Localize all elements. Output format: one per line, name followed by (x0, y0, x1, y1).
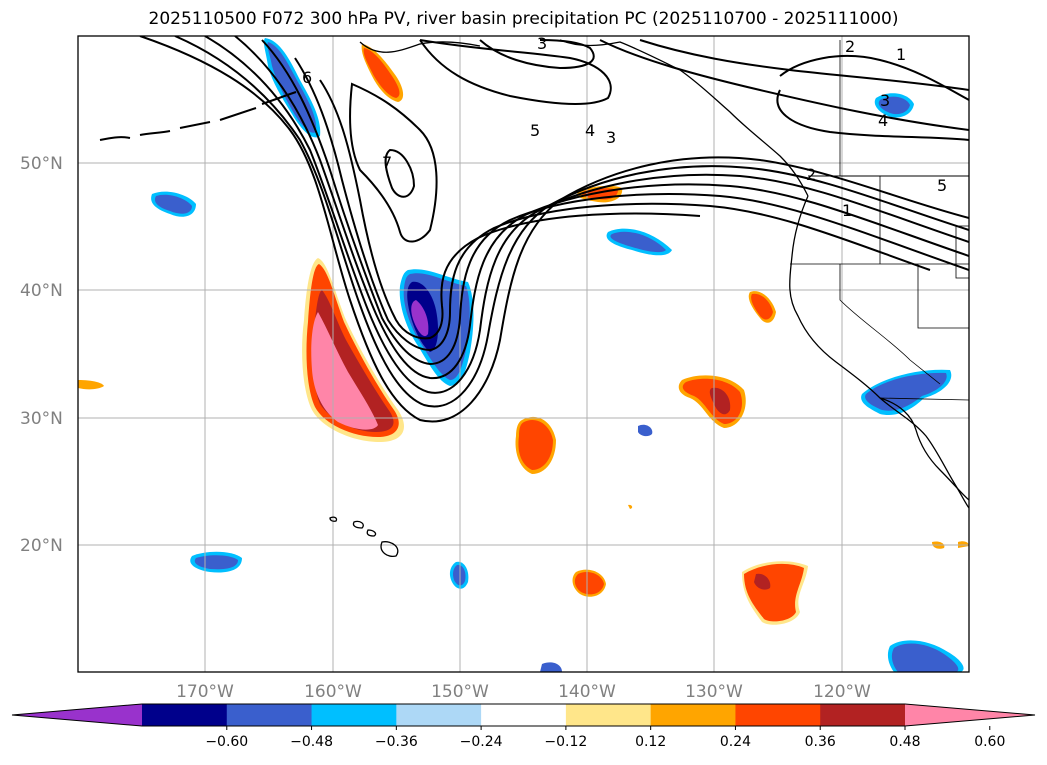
latitude-labels: 50°N 40°N 30°N 20°N (20, 154, 63, 556)
map-frame (77, 35, 970, 673)
contour-label: 3 (606, 128, 616, 147)
colorbar-tick-label: −0.60 (205, 734, 248, 750)
pv-contours (139, 36, 969, 423)
contour-label: 4 (585, 121, 595, 140)
colorbar-segment (820, 704, 906, 726)
colorbar-extend-high (905, 704, 1035, 726)
contour-label: 1 (896, 45, 906, 64)
contour-label: 5 (937, 176, 947, 195)
colorbar-segment (311, 704, 397, 726)
contour-label: 1 (842, 201, 852, 220)
colorbar-segment (396, 704, 482, 726)
lon-label-120w: 120°W (813, 682, 871, 702)
colorbar-segment (735, 704, 821, 726)
contour-label: 2 (806, 165, 816, 184)
colorbar-tick-label: 0.36 (805, 734, 836, 750)
contour-label: 6 (302, 68, 312, 87)
colorbar-tick-label: 0.24 (720, 734, 751, 750)
contour-label: 5 (530, 121, 540, 140)
colorbar-tick-label: 0.60 (974, 734, 1005, 750)
lat-label-30n: 30°N (20, 409, 63, 429)
colorbar-tick-label: −0.36 (375, 734, 418, 750)
pv-contour-labels: 6 7 5 4 3 3 2 1 3 4 5 1 2 (302, 34, 947, 220)
colorbar-segment (226, 704, 313, 726)
colorbar-segment (142, 704, 228, 726)
contour-label: 3 (537, 34, 547, 53)
colorbar-tick-label: −0.48 (290, 734, 333, 750)
lon-label-160w: 160°W (304, 682, 362, 702)
map-title: 2025110500 F072 300 hPa PV, river basin … (148, 9, 899, 29)
lon-label-130w: 130°W (685, 682, 743, 702)
lon-label-170w: 170°W (176, 682, 234, 702)
colorbar-tick-label: −0.12 (544, 734, 587, 750)
colorbar-tick-label: 0.12 (635, 734, 666, 750)
colorbar-tick-label: 0.48 (889, 734, 920, 750)
lat-label-40n: 40°N (20, 281, 63, 301)
contour-label: 7 (382, 153, 392, 172)
lat-label-50n: 50°N (20, 154, 63, 174)
contour-label: 4 (878, 111, 888, 130)
lon-label-150w: 150°W (431, 682, 489, 702)
map-panel: 6 7 5 4 3 3 2 1 3 4 5 1 2 (77, 34, 970, 673)
contour-label: 3 (880, 91, 890, 110)
colorbar-extend-low (12, 704, 142, 726)
colorbar-segment (481, 704, 567, 726)
longitude-labels: 170°W 160°W 150°W 140°W 130°W 120°W (176, 682, 871, 702)
colorbar-outline (11, 703, 1036, 727)
contour-label: 2 (845, 37, 855, 56)
lon-label-140w: 140°W (558, 682, 616, 702)
colorbar-segment (565, 704, 652, 726)
colorbar: −0.60 −0.48 −0.36 −0.24 −0.12 0.12 0.24 0.36 0.4… (11, 703, 1036, 750)
lat-label-20n: 20°N (20, 536, 63, 556)
colorbar-tick-label: −0.24 (460, 734, 503, 750)
colorbar-segment (650, 704, 736, 726)
map-gridlines (78, 36, 969, 672)
